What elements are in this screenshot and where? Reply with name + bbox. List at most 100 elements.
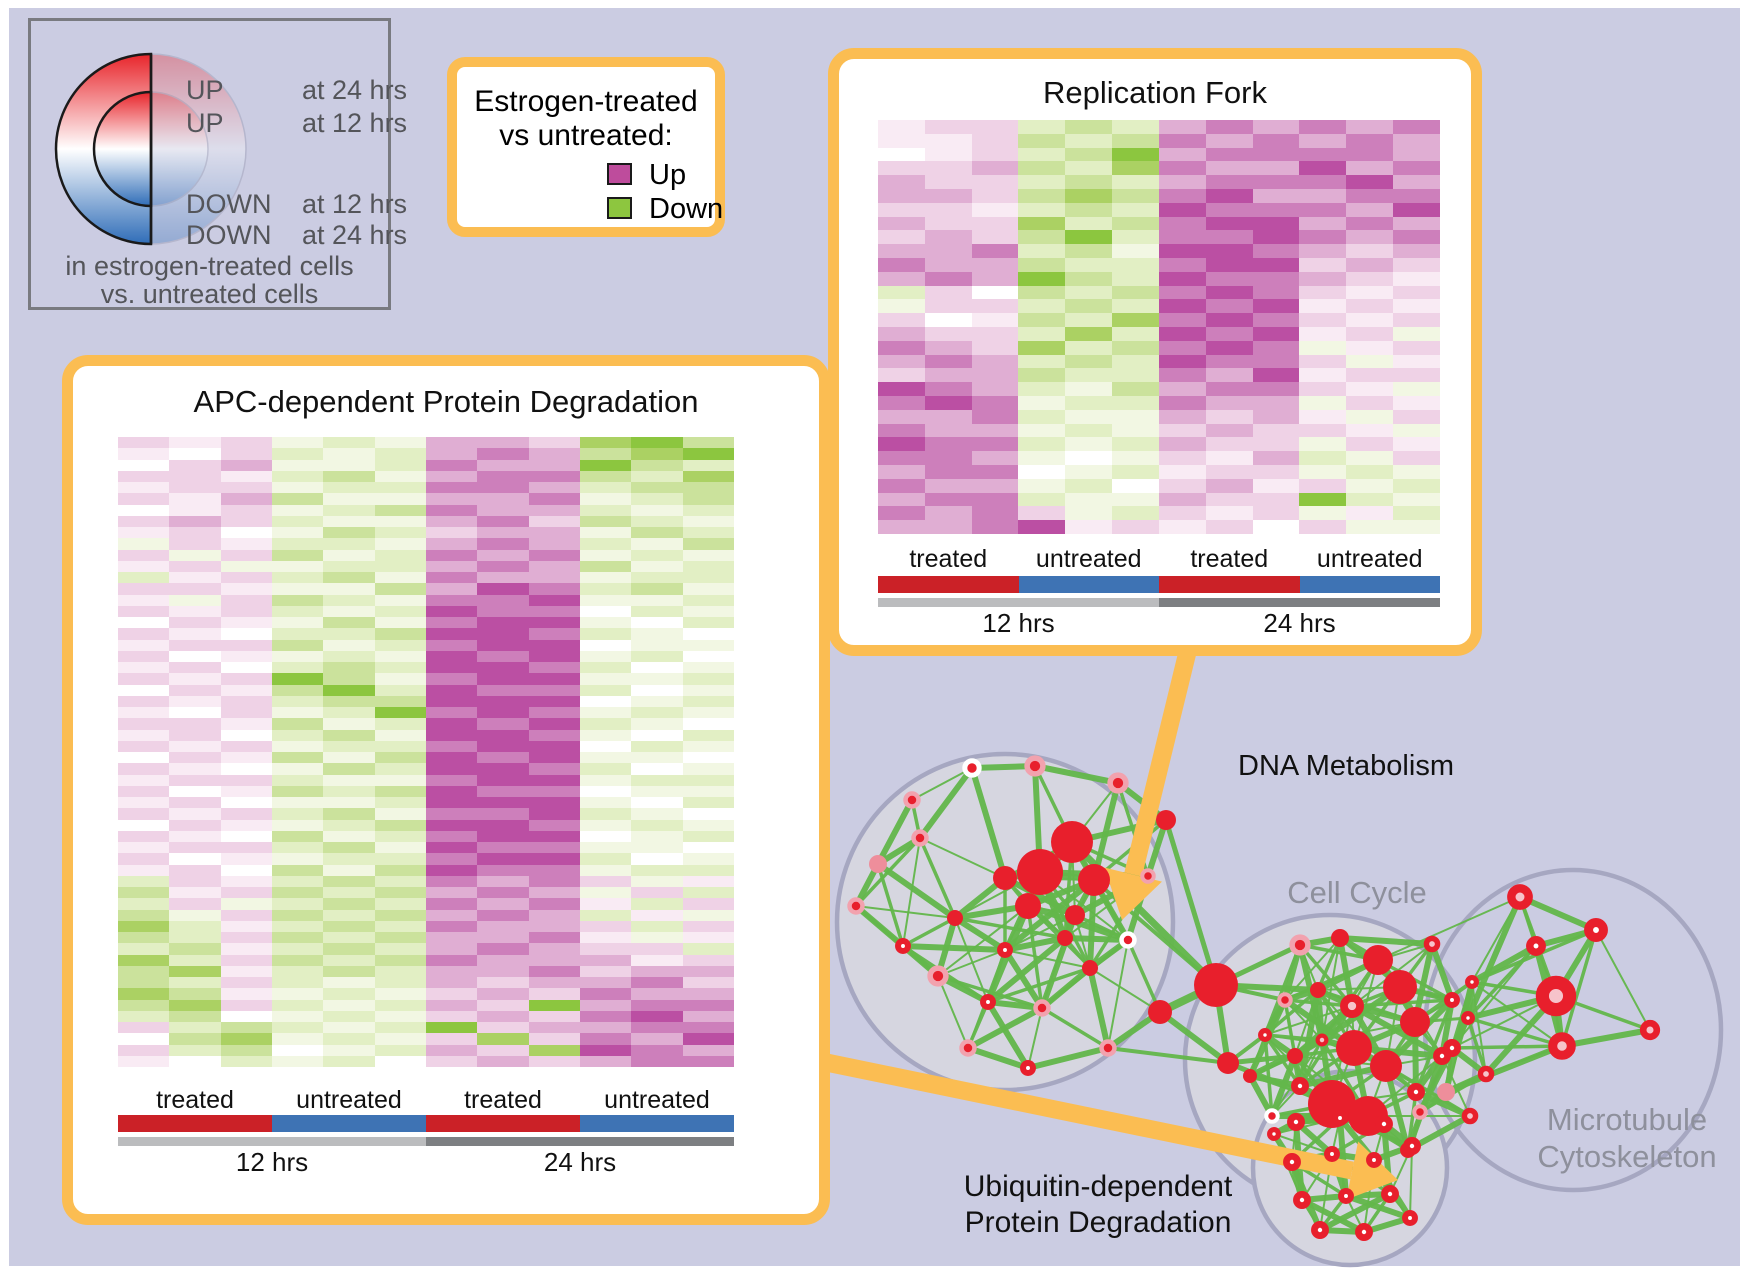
heatmap-cell — [1065, 465, 1113, 479]
heatmap-cell — [528, 594, 580, 606]
heatmap-cell — [631, 572, 683, 584]
heatmap-cell — [579, 774, 632, 786]
heatmap-cell — [477, 583, 529, 595]
network-edge — [937, 975, 969, 1049]
heatmap-cell — [477, 1010, 529, 1022]
heatmap-cell — [1299, 520, 1347, 534]
heatmap-cell — [118, 853, 170, 865]
heatmap-cell — [220, 504, 272, 516]
heatmap-cell — [1112, 230, 1159, 245]
heatmap-cell — [878, 396, 925, 410]
heatmap-cell — [425, 470, 478, 482]
untreated-bar — [1299, 576, 1440, 593]
heatmap-cell — [528, 549, 580, 561]
heatmap-cell — [631, 459, 683, 471]
heatmap-cell — [1346, 465, 1394, 479]
heatmap-cell — [220, 763, 272, 775]
network-edge — [1032, 763, 1121, 786]
heatmap-cell — [477, 977, 529, 989]
heatmap-cell — [118, 988, 170, 1000]
decoder-legend-box: UP at 24 hrs UP at 12 hrs DOWN at 12 hrs… — [28, 18, 407, 310]
gene-node-ringW — [1324, 1146, 1340, 1162]
network-edge — [911, 767, 973, 801]
treated-bar — [878, 576, 1019, 593]
network-edge — [1107, 939, 1129, 1049]
heatmap-cell — [374, 1010, 426, 1022]
network-edge — [875, 797, 915, 867]
time-labels: 12 hrs 24 hrs — [878, 608, 1440, 639]
heatmap-cell — [1205, 437, 1253, 452]
gene-node-solid — [1148, 1000, 1172, 1024]
heatmap-cell — [1346, 244, 1394, 258]
heatmap-cell — [323, 628, 375, 640]
heatmap-cell — [631, 673, 683, 685]
heatmap-cell — [631, 538, 683, 550]
heatmap-cell — [374, 1022, 426, 1034]
heatmap-cell — [528, 1022, 580, 1034]
heatmap-cell — [924, 368, 972, 383]
heatmap-cell — [477, 853, 529, 865]
network-edge — [1465, 894, 1523, 1021]
heatmap-cell — [477, 628, 529, 640]
decoder-time-down24: at 24 hrs — [302, 220, 408, 250]
heatmap-cell — [169, 774, 221, 786]
heatmap-cell — [374, 932, 426, 944]
heatmap-cell — [631, 628, 683, 640]
heatmap-cell — [1112, 120, 1159, 134]
heatmap-cell — [374, 999, 426, 1011]
heatmap-cell — [477, 1044, 529, 1056]
heatmap-cell — [878, 120, 925, 134]
heatmap-cell — [118, 954, 170, 966]
heatmap-cell — [374, 707, 426, 719]
heatmap-cell — [169, 628, 221, 640]
heatmap-cell — [1346, 285, 1394, 300]
heatmap-cell — [425, 482, 478, 494]
heatmap-cell — [477, 1055, 529, 1067]
heatmap-cell — [1158, 244, 1206, 258]
heatmap-cell — [1065, 354, 1113, 369]
heatmap-cell — [323, 797, 375, 809]
heatmap-cell — [477, 830, 529, 842]
heatmap-cell — [118, 740, 170, 752]
heatmap-cell — [682, 729, 734, 741]
heatmap-cell — [971, 506, 1019, 521]
gene-node-solid — [993, 866, 1017, 890]
heatmap-cell — [579, 965, 632, 977]
group-label-untreated-12: untreated — [296, 1086, 402, 1114]
heatmap-cell — [924, 423, 972, 438]
heatmap-cell — [631, 988, 683, 1000]
heatmap-cell — [271, 729, 324, 741]
heatmap-cell — [1065, 368, 1113, 383]
heatmap-cell — [579, 988, 632, 1000]
decoder-dir-up12: UP — [186, 108, 224, 138]
group-label-treated-24: treated — [1190, 545, 1269, 573]
gene-node-pink — [869, 855, 887, 873]
heatmap-cell — [1252, 327, 1300, 341]
heatmap-cell — [631, 560, 683, 572]
heatmap-cell — [323, 729, 375, 741]
heatmap-cell — [323, 527, 375, 539]
heatmap-cell — [220, 752, 272, 764]
heatmap-cell — [118, 774, 170, 786]
heatmap-cell — [1346, 520, 1394, 534]
heatmap-cell — [1018, 423, 1066, 438]
network-edge — [1002, 935, 1068, 953]
up-color-swatch — [607, 163, 632, 185]
gene-node-haloW — [962, 758, 982, 778]
heatmap-cell — [118, 470, 170, 482]
gene-node-ringW — [1407, 1083, 1425, 1101]
down-color-swatch — [607, 197, 632, 219]
heatmap-cell — [1346, 299, 1394, 314]
heatmap-cell — [971, 133, 1019, 148]
heatmap-cell — [1065, 120, 1113, 134]
heatmap-cell — [1018, 451, 1066, 465]
heatmap-cell — [220, 785, 272, 797]
heatmap-cell — [169, 842, 221, 854]
heatmap-cell — [425, 527, 478, 539]
heatmap-cell — [220, 617, 272, 629]
network-edge — [1560, 928, 1598, 1048]
group-label-untreated-12: untreated — [1035, 545, 1142, 573]
heatmap-cell — [425, 887, 478, 899]
heatmap-cell — [528, 605, 580, 617]
heatmap-cell — [528, 932, 580, 944]
